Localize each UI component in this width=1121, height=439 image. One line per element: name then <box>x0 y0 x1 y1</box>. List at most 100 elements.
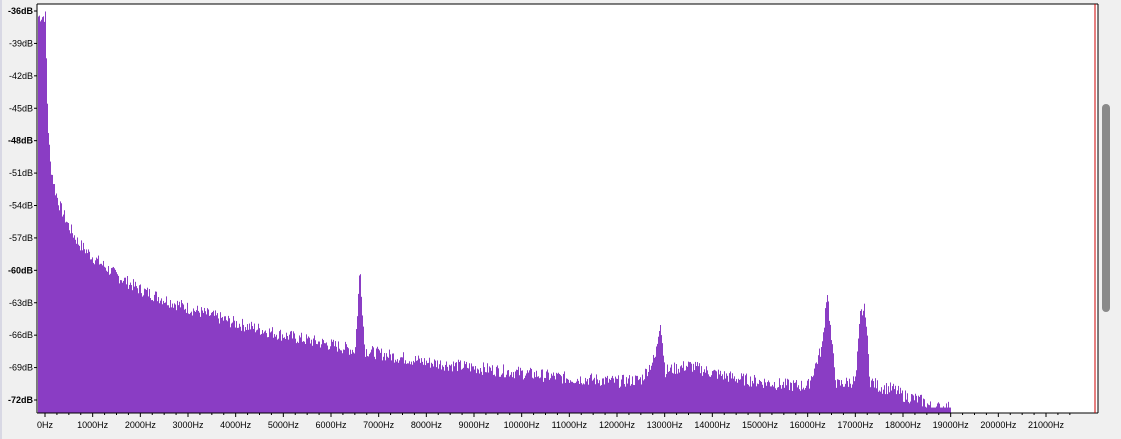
spectrum-bar <box>134 286 135 413</box>
spectrum-bar <box>406 363 407 413</box>
spectrum-bar <box>475 366 476 413</box>
spectrum-bar <box>881 387 882 413</box>
spectrum-bar <box>310 343 311 413</box>
spectrum-bar <box>784 387 785 413</box>
spectrum-bar <box>531 368 532 413</box>
spectrum-bar <box>944 407 945 413</box>
spectrum-bar <box>622 374 623 413</box>
spectrum-bar <box>66 221 67 413</box>
spectrum-bar <box>686 365 687 413</box>
spectrum-bar <box>854 381 855 413</box>
spectrum-bar <box>766 385 767 413</box>
spectrum-bar <box>903 401 904 413</box>
spectrum-bar <box>930 401 931 413</box>
spectrum-bar <box>657 343 658 413</box>
spectrum-bar <box>259 328 260 413</box>
spectrum-bar <box>728 381 729 413</box>
spectrum-bar <box>238 327 239 413</box>
spectrum-bar <box>379 350 380 413</box>
spectrum-bar <box>124 277 125 413</box>
spectrum-bar <box>764 378 765 413</box>
scrollbar-thumb[interactable] <box>1102 104 1110 312</box>
spectrum-bar <box>68 222 69 413</box>
spectrum-bar <box>497 365 498 413</box>
spectrum-bar <box>291 330 292 413</box>
spectrum-bar <box>731 378 732 413</box>
spectrum-bar <box>695 361 696 413</box>
spectrum-bar <box>735 381 736 413</box>
spectrum-bar <box>397 359 398 413</box>
spectrum-bar <box>120 280 121 413</box>
spectrum-bar <box>612 375 613 413</box>
spectrum-bar <box>258 323 259 413</box>
spectrum-bar <box>871 380 872 413</box>
x-tick-label: 19000Hz <box>933 420 970 430</box>
spectrum-bar <box>254 323 255 413</box>
spectrum-bar <box>511 372 512 413</box>
spectrum-bar <box>252 326 253 413</box>
spectrum-bar <box>577 378 578 413</box>
spectrum-bar <box>187 302 188 413</box>
spectrum-bar <box>90 259 91 413</box>
spectrum-bar <box>212 312 213 413</box>
spectrum-bar <box>492 365 493 413</box>
spectrum-bar <box>852 384 853 413</box>
spectrum-bar <box>122 282 123 413</box>
spectrum-bar <box>128 288 129 413</box>
spectrum-bar <box>360 274 361 413</box>
spectrum-bar <box>224 316 225 413</box>
spectrum-bar <box>536 370 537 413</box>
spectrum-bar <box>835 380 836 413</box>
spectrum-bar <box>388 357 389 413</box>
x-tick-label: 16000Hz <box>790 420 827 430</box>
spectrum-bar <box>71 224 72 413</box>
spectrum-bar <box>699 363 700 413</box>
spectrum-bar <box>840 385 841 413</box>
spectrum-bar <box>520 367 521 413</box>
spectrum-bar <box>446 361 447 413</box>
spectrum-bar <box>275 336 276 413</box>
spectrum-bar <box>718 369 719 413</box>
spectrum-bar <box>241 330 242 413</box>
spectrum-bar <box>230 327 231 413</box>
spectrum-bar <box>845 383 846 413</box>
spectrum-bar <box>925 406 926 413</box>
spectrum-bar <box>571 381 572 413</box>
spectrum-bar <box>415 356 416 413</box>
spectrum-bar <box>40 21 41 413</box>
spectrum-bar <box>453 361 454 413</box>
spectrum-bar <box>166 296 167 413</box>
spectrum-bar <box>635 375 636 413</box>
spectrum-bar <box>169 307 170 413</box>
spectrum-bar <box>581 383 582 413</box>
spectrum-bar <box>480 368 481 413</box>
spectrum-bar <box>209 315 210 413</box>
spectrum-bar <box>697 362 698 413</box>
spectrum-bar <box>139 285 140 413</box>
spectrum-bar <box>746 373 747 413</box>
spectrum-bar <box>643 380 644 413</box>
spectrum-bar <box>89 251 90 413</box>
spectrum-bar <box>922 406 923 413</box>
spectrum-bar <box>465 364 466 413</box>
spectrum-bar <box>185 308 186 413</box>
x-tick-label: 2000Hz <box>125 420 157 430</box>
spectrum-bar <box>950 407 951 413</box>
spectrum-bar <box>825 308 826 413</box>
spectrum-bar <box>775 388 776 413</box>
spectrum-bar <box>333 339 334 413</box>
spectrum-bar <box>935 407 936 413</box>
spectrum-bar <box>815 363 816 413</box>
spectrum-bar <box>668 371 669 413</box>
spectrum-bar <box>787 378 788 413</box>
spectrum-bar <box>774 381 775 413</box>
spectrum-bar <box>315 340 316 413</box>
spectrum-bar <box>469 363 470 413</box>
spectrum-bar <box>188 313 189 413</box>
spectrum-bar <box>744 385 745 413</box>
spectrum-bar <box>171 307 172 413</box>
spectrum-bar <box>717 378 718 413</box>
spectrum-bar <box>421 358 422 413</box>
spectrum-bar <box>507 370 508 413</box>
spectrum-bar <box>155 291 156 413</box>
